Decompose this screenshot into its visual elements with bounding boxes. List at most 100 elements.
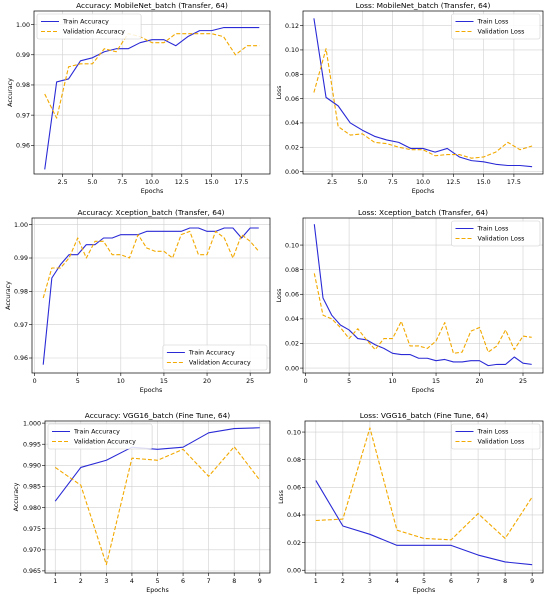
axes-frame — [44, 420, 271, 574]
x-tick-label: 12.5 — [446, 179, 460, 186]
y-tick-label: 0.99 — [16, 52, 30, 59]
x-axis-label: Epochs — [413, 587, 436, 594]
train-series-line — [313, 224, 532, 367]
train-series-line — [313, 18, 533, 168]
axes-frame — [33, 10, 271, 175]
x-tick-label: 17.5 — [507, 179, 521, 186]
x-tick-label: 3 — [104, 578, 108, 585]
x-tick-label: 10.0 — [416, 179, 430, 186]
legend-label: Validation Loss — [478, 29, 525, 36]
x-tick-label: 8 — [232, 578, 236, 585]
legend-label: Validation Loss — [478, 236, 525, 243]
y-tick-label: 0.04 — [287, 512, 301, 519]
x-tick-label: 10 — [389, 378, 397, 385]
vgg16-accuracy-chart: 1 2 3 4 5 6 7 8 9 0.965 0.970 0.975 0.980 0.985 0.990 0… — [13, 411, 271, 594]
validation-series-line — [54, 446, 261, 566]
x-axis-label: Epochs — [141, 188, 164, 195]
legend: Train Loss Validation Loss — [451, 13, 541, 40]
legend-label: Train Loss — [477, 226, 509, 233]
y-tick-label: 0.985 — [23, 484, 41, 491]
y-tick-label: 0.97 — [16, 112, 30, 119]
x-tick-label: 6 — [449, 578, 453, 585]
x-tick-label: 15 — [432, 378, 440, 385]
x-tick-label: 12.5 — [175, 179, 189, 186]
x-tick-label: 2.5 — [327, 179, 337, 186]
y-tick-label: 0.02 — [285, 341, 299, 348]
x-axis-label: Epochs — [412, 387, 435, 394]
x-tick-label: 4 — [395, 578, 399, 585]
y-tick-label: 0.02 — [285, 144, 299, 151]
x-tick-label: 1 — [314, 578, 318, 585]
y-tick-label: 0.06 — [287, 485, 301, 492]
legend: Train Accuracy Validation Accuracy — [36, 13, 142, 40]
x-tick-label: 5 — [422, 578, 426, 585]
y-tick-label: 0.980 — [23, 505, 41, 512]
legend-label: Train Loss — [477, 19, 509, 26]
validation-series-line — [315, 427, 533, 541]
legend: Train Accuracy Validation Accuracy — [47, 423, 153, 450]
train-series-line — [54, 427, 260, 502]
validation-series-line — [313, 273, 532, 354]
y-tick-label: 0.98 — [14, 289, 28, 296]
x-tick-label: 9 — [258, 578, 262, 585]
x-tick-label: 5 — [155, 578, 159, 585]
y-tick-label: 0.10 — [285, 47, 299, 54]
x-tick-label: 5.0 — [357, 179, 367, 186]
legend: Train Loss Validation Loss — [451, 220, 541, 247]
xception-loss-chart: 0 5 10 15 20 25 0.00 0.02 0.04 0.06 0.08 0.10 Loss: … — [276, 208, 544, 394]
x-tick-label: 8 — [503, 578, 507, 585]
validation-series-line — [313, 48, 533, 159]
vgg16-loss-chart: 1 2 3 4 5 6 7 8 9 0.00 0.02 0.04 0.06 0.08 0.10 Loss: V… — [278, 411, 544, 594]
train-series-line — [42, 227, 259, 365]
xception-accuracy-chart: 0 5 10 15 20 25 0.96 0.97 0.98 0.99 1.00 Accuracy: … — [5, 208, 271, 394]
x-tick-label: 15.0 — [205, 179, 219, 186]
legend-label: Validation Accuracy — [63, 29, 125, 36]
axes-frame — [302, 217, 544, 374]
y-tick-label: 1.00 — [16, 22, 30, 29]
legend-box — [451, 220, 541, 247]
y-tick-label: 0.990 — [23, 463, 41, 470]
x-tick-label: 15 — [160, 378, 168, 385]
train-series-line — [315, 480, 533, 566]
y-tick-label: 0.965 — [23, 568, 41, 575]
validation-series-line — [44, 33, 260, 119]
chart-title: Loss: MobileNet_batch (Transfer, 64) — [356, 1, 491, 10]
x-tick-label: 0 — [304, 378, 308, 385]
y-tick-label: 0.10 — [287, 429, 301, 436]
y-tick-label: 0.02 — [287, 540, 301, 547]
x-axis-label: Epochs — [146, 587, 169, 594]
y-tick-label: 0.08 — [285, 71, 299, 78]
legend-box — [451, 423, 541, 450]
y-tick-label: 0.04 — [285, 316, 299, 323]
x-tick-label: 5 — [347, 378, 351, 385]
y-tick-label: 0.00 — [287, 567, 301, 574]
x-tick-label: 25 — [519, 378, 527, 385]
x-tick-label: 3 — [368, 578, 372, 585]
legend-box — [162, 344, 268, 371]
y-tick-label: 0.96 — [14, 355, 28, 362]
legend-label: Train Accuracy — [188, 350, 235, 357]
mobilenet-loss-chart: 2.5 5.0 7.5 10.0 12.5 15.0 17.5 0.00 0.02 0.04 0.0… — [276, 1, 544, 195]
x-tick-label: 15.0 — [477, 179, 491, 186]
legend-label: Validation Accuracy — [189, 360, 251, 367]
legend-label: Validation Accuracy — [74, 439, 136, 446]
y-tick-label: 0.00 — [285, 169, 299, 176]
legend-label: Train Accuracy — [62, 19, 109, 26]
legend-box — [47, 423, 153, 450]
legend-box — [36, 13, 142, 40]
y-tick-label: 0.06 — [285, 291, 299, 298]
chart-title: Loss: VGG16_batch (Fine Tune, 64) — [360, 411, 489, 420]
x-tick-label: 2 — [341, 578, 345, 585]
x-tick-label: 0 — [33, 378, 37, 385]
validation-series-line — [42, 230, 260, 299]
y-axis-label: Loss — [278, 490, 285, 504]
y-axis-label: Loss — [276, 86, 283, 100]
y-tick-label: 0.98 — [16, 82, 30, 89]
y-tick-label: 0.06 — [285, 96, 299, 103]
x-tick-label: 20 — [476, 378, 484, 385]
x-tick-label: 25 — [246, 378, 254, 385]
y-tick-label: 0.995 — [23, 441, 41, 448]
axes-frame — [31, 217, 271, 374]
x-tick-label: 7.5 — [388, 179, 398, 186]
legend-label: Validation Loss — [478, 439, 525, 446]
